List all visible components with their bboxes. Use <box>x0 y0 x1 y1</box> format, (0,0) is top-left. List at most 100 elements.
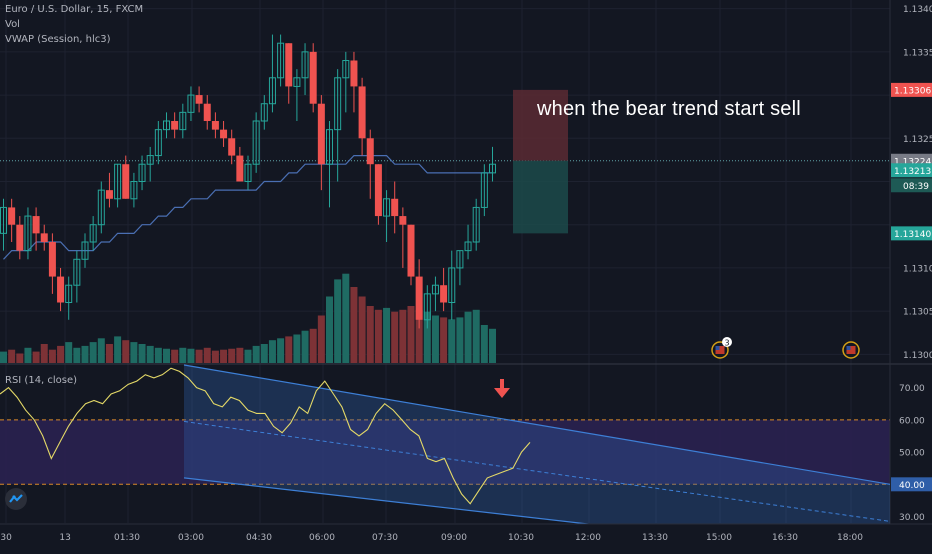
volume-bar <box>244 349 252 363</box>
symbol-legend[interactable]: Euro / U.S. Dollar, 15, FXCM <box>5 4 144 15</box>
stop-loss-zone <box>513 89 568 161</box>
volume-bar <box>211 350 219 363</box>
candle-body <box>211 121 219 130</box>
candle <box>448 250 456 320</box>
volume-bar <box>146 345 154 363</box>
candle <box>440 267 448 312</box>
candle <box>179 103 187 139</box>
volume-bar <box>8 349 16 363</box>
candle <box>154 121 162 165</box>
rsi-legend[interactable]: RSI (14, close) <box>5 375 78 386</box>
volume-bar <box>472 309 480 363</box>
event-flag-blue <box>846 346 851 350</box>
time-tick-label: 04:30 <box>246 533 272 543</box>
candle <box>260 95 268 130</box>
candle-body <box>260 103 268 122</box>
price-tick-label: 1.13000 <box>903 351 932 361</box>
candle <box>8 198 16 242</box>
candle-body <box>431 284 439 295</box>
volume-bar <box>374 309 382 363</box>
event-flag-red <box>715 346 725 354</box>
event-count: 3 <box>725 339 730 348</box>
price-badge-red-bg <box>891 82 932 97</box>
volume-bar <box>32 351 40 363</box>
candle <box>317 95 325 191</box>
volume-bar <box>114 336 122 363</box>
candle <box>309 43 317 113</box>
volume-bar <box>236 347 244 363</box>
rsi-tick-label: 40.00 <box>899 481 925 491</box>
volume-bar <box>301 330 309 363</box>
candle-body <box>423 293 431 321</box>
time-tick-label: 10:30 <box>508 533 534 543</box>
candle-body <box>358 86 366 139</box>
candle <box>24 207 32 260</box>
time-tick-label: 15:00 <box>706 533 732 543</box>
volume-bar <box>431 315 439 363</box>
candle <box>89 216 97 251</box>
volume-bar <box>366 306 374 363</box>
volume-bar <box>195 349 203 363</box>
candle <box>301 43 309 96</box>
candle <box>456 250 464 286</box>
vwap-legend[interactable]: VWAP (Session, hlc3) <box>5 34 111 45</box>
candle-body <box>252 120 260 165</box>
candle-body <box>16 224 24 251</box>
countdown-badge: 08:39 <box>903 182 929 192</box>
volume-legend[interactable]: Vol <box>5 19 20 30</box>
candle <box>163 112 170 139</box>
price-tick-label: 1.13350 <box>903 48 932 58</box>
time-tick-label: 01:30 <box>114 533 140 543</box>
candle-body <box>65 284 73 304</box>
candle-body <box>105 190 113 199</box>
volume-bar <box>326 296 333 363</box>
candle <box>0 198 7 251</box>
candle-body <box>407 224 415 277</box>
price-badge-gray: 1.13224 <box>894 157 931 167</box>
candle-body <box>440 285 448 303</box>
candle-body <box>309 51 317 104</box>
price-badge-current-bg <box>891 163 932 178</box>
volume-bar <box>89 342 97 363</box>
rsi-tick-label: 30.00 <box>899 513 925 523</box>
candle <box>244 155 252 191</box>
candle <box>326 121 333 208</box>
candle-body <box>203 103 211 121</box>
candle <box>122 155 130 199</box>
candle-body <box>114 163 122 200</box>
candle-body <box>334 77 342 131</box>
candle-body <box>350 60 358 87</box>
countdown-badge-bg <box>891 178 932 193</box>
candle <box>366 129 374 199</box>
candle <box>220 121 228 147</box>
volume-bar <box>285 336 293 363</box>
volume-bar <box>464 311 472 363</box>
price-badge-current: 1.13213 <box>894 167 931 177</box>
candle <box>472 198 480 251</box>
tradingview-logo-icon[interactable] <box>5 488 27 510</box>
candle-body <box>24 215 32 252</box>
volume-bar <box>489 328 496 363</box>
candle <box>334 69 342 182</box>
volume-bar <box>73 347 81 363</box>
price-badge-green: 1.13140 <box>894 230 931 240</box>
volume-bar <box>456 317 464 363</box>
candle <box>73 250 81 303</box>
time-tick-label: 18:00 <box>837 533 863 543</box>
candle <box>415 259 423 329</box>
volume-bar <box>154 347 162 363</box>
candle <box>399 207 407 268</box>
volume-bar <box>423 311 431 363</box>
candle-body <box>154 129 162 157</box>
volume-bar <box>203 347 211 363</box>
time-tick-label: 06:00 <box>309 533 335 543</box>
candle <box>130 172 138 208</box>
candle-body <box>130 181 138 200</box>
time-tick-label: 12:00 <box>575 533 601 543</box>
candle-body <box>293 77 301 87</box>
candle-body <box>399 216 407 225</box>
candle-body <box>366 138 374 165</box>
price-badge-red: 1.13306 <box>894 86 931 96</box>
